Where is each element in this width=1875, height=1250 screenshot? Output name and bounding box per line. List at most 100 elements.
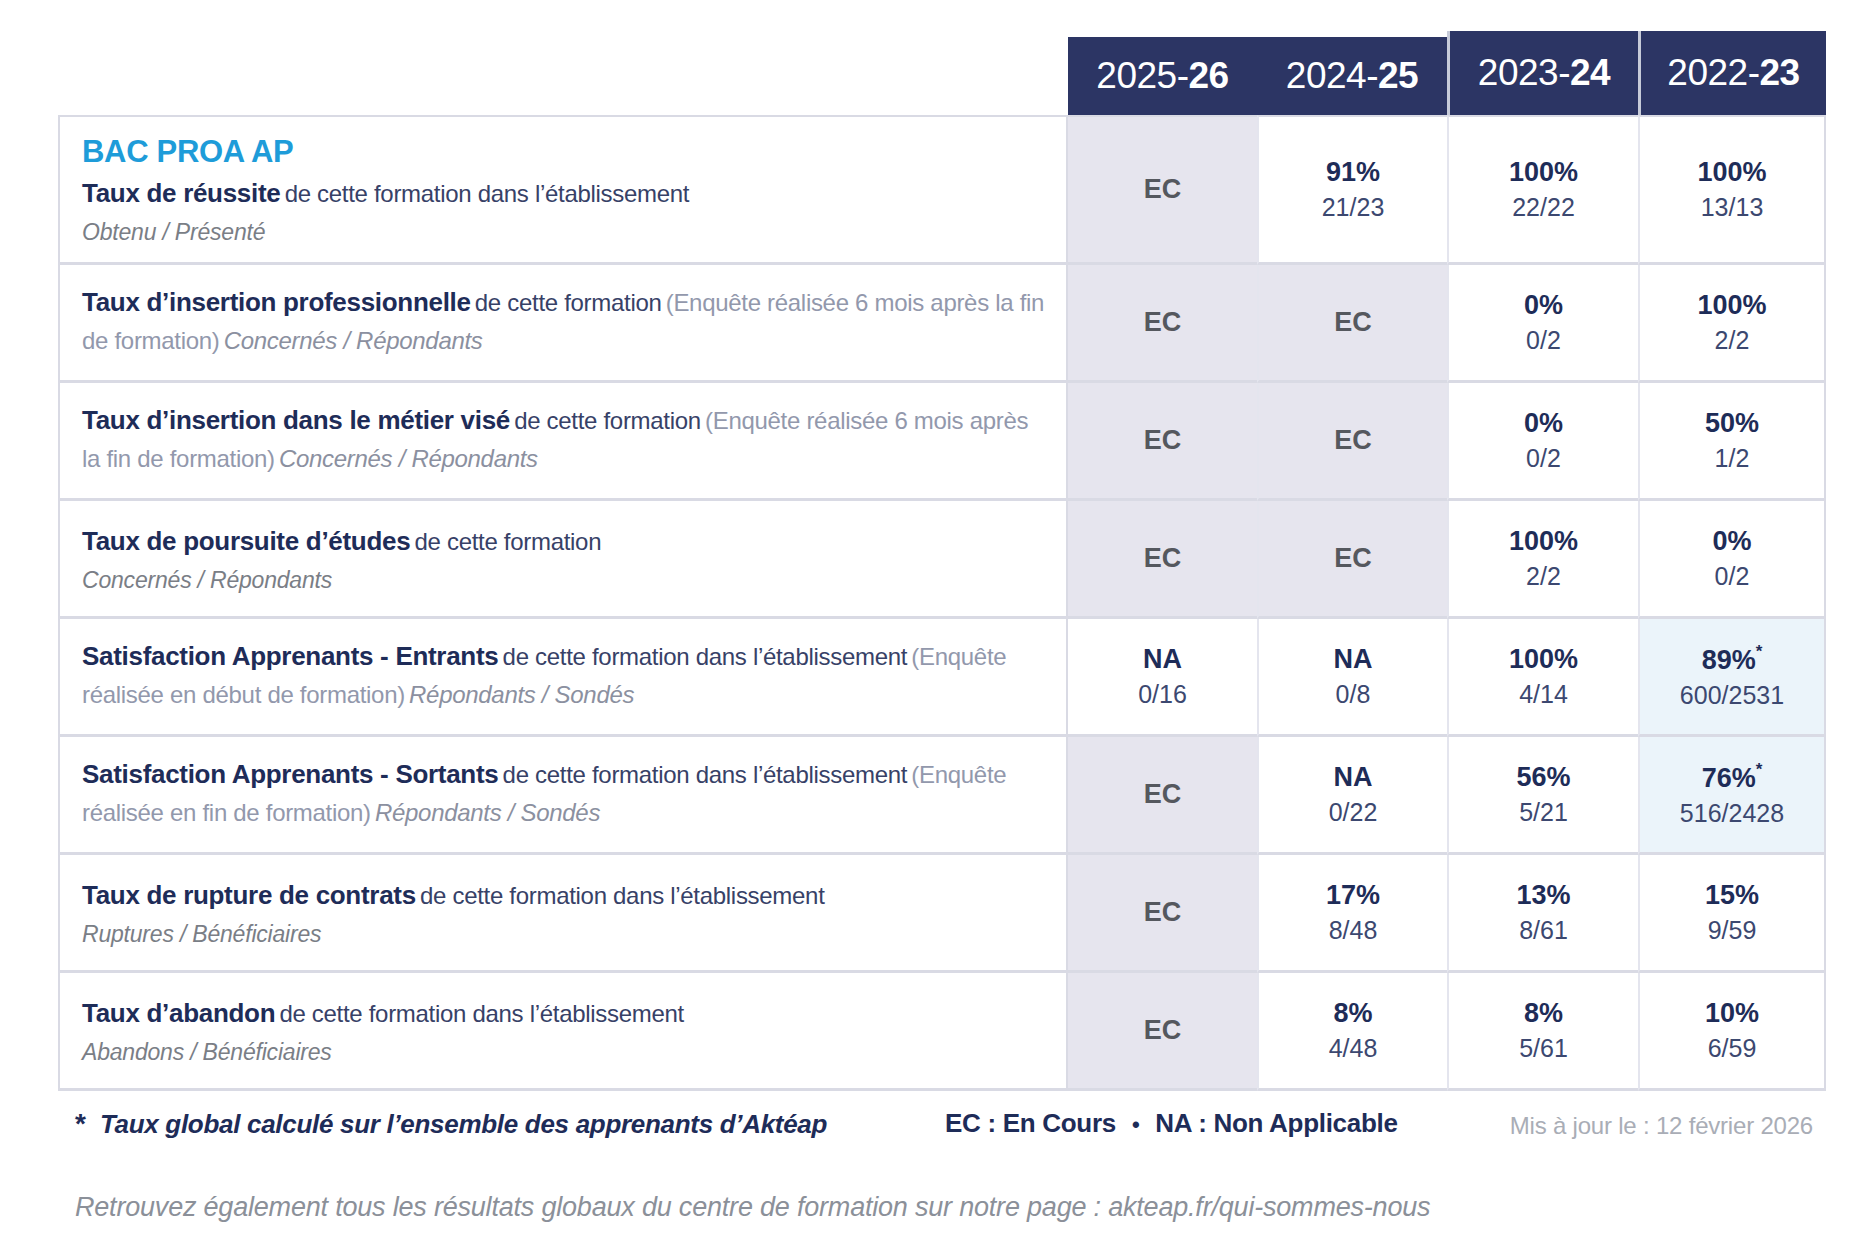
cell-percent: 76%* xyxy=(1702,762,1763,794)
cell-status: EC xyxy=(1334,543,1372,574)
metric-title: Taux de réussite xyxy=(82,178,280,208)
metric-title: Taux d’insertion professionnelle xyxy=(82,287,471,317)
cell-fraction: 0/8 xyxy=(1336,680,1371,709)
table-cell: 100%2/2 xyxy=(1638,265,1826,383)
year-prefix: 2023- xyxy=(1478,52,1570,94)
cell-status: EC xyxy=(1334,425,1372,456)
table-cell: EC xyxy=(1257,501,1447,619)
table-cell: 15%9/59 xyxy=(1638,855,1826,973)
cell-percent-value: 76% xyxy=(1702,763,1756,793)
bullet-separator: • xyxy=(1132,1112,1139,1137)
table-cell: EC xyxy=(1068,737,1257,855)
metric-description: de cette formation dans l’établissement xyxy=(420,882,825,909)
cell-percent: 100% xyxy=(1697,290,1766,321)
metric-subtitle: Répondants / Sondés xyxy=(409,681,634,708)
cell-fraction: 21/23 xyxy=(1322,193,1385,222)
metric-subtitle: Concernés / Répondants xyxy=(279,445,538,472)
table-cell: NA0/22 xyxy=(1257,737,1447,855)
row-label-abandon: Taux d’abandon de cette formation dans l… xyxy=(58,973,1068,1091)
legend: EC : En Cours•NA : Non Applicable xyxy=(945,1108,1398,1139)
metric-subtitle: Répondants / Sondés xyxy=(375,799,600,826)
metric-title: Taux de rupture de contrats xyxy=(82,880,416,910)
cell-fraction: 1/2 xyxy=(1715,444,1750,473)
metric-title: Taux d’insertion dans le métier visé xyxy=(82,405,510,435)
metric-description: de cette formation dans l’établissement xyxy=(285,180,690,207)
metric-subtitle: Abandons / Bénéficiaires xyxy=(82,1039,1048,1066)
year-bold: 23 xyxy=(1759,52,1799,94)
cell-percent-value: 89% xyxy=(1702,645,1756,675)
cell-percent: 10% xyxy=(1705,998,1759,1029)
table-cell: 100%13/13 xyxy=(1638,115,1826,265)
year-header-2022-23: 2022-23 xyxy=(1638,31,1826,115)
cell-fraction: 22/22 xyxy=(1512,193,1575,222)
cell-percent: 17% xyxy=(1326,880,1380,911)
metric-subtitle: Ruptures / Bénéficiaires xyxy=(82,921,1048,948)
cell-status: EC xyxy=(1144,425,1182,456)
cell-percent: 15% xyxy=(1705,880,1759,911)
table-cell: EC xyxy=(1257,265,1447,383)
year-prefix: 2025- xyxy=(1096,55,1188,97)
legend-na: NA : Non Applicable xyxy=(1155,1108,1397,1138)
table-cell: 56%5/21 xyxy=(1447,737,1638,855)
row-label-satisfaction-entrants: Satisfaction Apprenants - Entrants de ce… xyxy=(58,619,1068,737)
table-cell: 0%0/2 xyxy=(1447,265,1638,383)
metric-title: Taux d’abandon xyxy=(82,998,275,1028)
table-cell: EC xyxy=(1257,383,1447,501)
cell-fraction: 13/13 xyxy=(1701,193,1764,222)
bottom-note-text: Retrouvez également tous les résultats g… xyxy=(75,1192,1108,1222)
table-cell: 50%1/2 xyxy=(1638,383,1826,501)
year-prefix: 2022- xyxy=(1667,52,1759,94)
cell-percent: NA xyxy=(1143,644,1182,675)
bottom-note: Retrouvez également tous les résultats g… xyxy=(75,1192,1430,1223)
row-label-poursuite-etudes: Taux de poursuite d’études de cette form… xyxy=(58,501,1068,619)
cell-status: EC xyxy=(1144,1015,1182,1046)
metric-title: Taux de poursuite d’études xyxy=(82,526,410,556)
metric-description: de cette formation xyxy=(475,289,662,316)
table-cell: EC xyxy=(1068,265,1257,383)
website-link[interactable]: akteap.fr/qui-sommes-nous xyxy=(1108,1192,1430,1222)
cell-fraction: 5/61 xyxy=(1519,1034,1568,1063)
cell-percent: 8% xyxy=(1333,998,1372,1029)
metric-description: de cette formation dans l’établissement xyxy=(503,643,908,670)
year-bold: 25 xyxy=(1378,55,1418,97)
cell-percent: 0% xyxy=(1524,408,1563,439)
footnote-asterisk: * xyxy=(1756,760,1763,779)
table-cell: EC xyxy=(1068,383,1257,501)
cell-percent: 100% xyxy=(1509,526,1578,557)
cell-fraction: 0/2 xyxy=(1526,326,1561,355)
cell-percent: NA xyxy=(1334,644,1373,675)
table-cell: 0%0/2 xyxy=(1638,501,1826,619)
cell-percent: NA xyxy=(1334,762,1373,793)
table-cell: 0%0/2 xyxy=(1447,383,1638,501)
row-label-taux-reussite: BAC PROA AP Taux de réussite de cette fo… xyxy=(58,115,1068,265)
metric-description: de cette formation dans l’établissement xyxy=(503,761,908,788)
cell-percent: 0% xyxy=(1712,526,1751,557)
year-prefix: 2024- xyxy=(1286,55,1378,97)
footnote-asterisk: * xyxy=(75,1108,86,1139)
cell-percent: 50% xyxy=(1705,408,1759,439)
row-label-satisfaction-sortants: Satisfaction Apprenants - Sortants de ce… xyxy=(58,737,1068,855)
results-table: 2025-26 2024-25 2023-24 2022-23 BAC PROA… xyxy=(58,31,1826,1091)
cell-percent: 100% xyxy=(1509,644,1578,675)
table-cell: 8% 4/48 xyxy=(1257,973,1447,1091)
cell-percent: 100% xyxy=(1509,157,1578,188)
cell-status: EC xyxy=(1334,307,1372,338)
table-cell: 10%6/59 xyxy=(1638,973,1826,1091)
year-bold: 24 xyxy=(1570,52,1610,94)
table-cell: 100%4/14 xyxy=(1447,619,1638,737)
cell-fraction: 8/61 xyxy=(1519,916,1568,945)
cell-fraction: 0/2 xyxy=(1715,562,1750,591)
cell-status: EC xyxy=(1144,174,1182,205)
footnote-text: Taux global calculé sur l’ensemble des a… xyxy=(100,1109,827,1139)
metric-description: de cette formation dans l’établissement xyxy=(279,1000,684,1027)
table-cell: 100% 22/22 xyxy=(1447,115,1638,265)
cell-fraction: 516/2428 xyxy=(1680,799,1784,828)
metric-title: Satisfaction Apprenants - Entrants xyxy=(82,641,498,671)
cell-fraction: 5/21 xyxy=(1519,798,1568,827)
footnote: * Taux global calculé sur l’ensemble des … xyxy=(75,1108,827,1140)
metric-description: de cette formation xyxy=(514,407,701,434)
table-cell: NA 0/8 xyxy=(1257,619,1447,737)
cell-fraction: 4/48 xyxy=(1329,1034,1378,1063)
cell-fraction: 600/2531 xyxy=(1680,681,1784,710)
last-updated: Mis à jour le : 12 février 2026 xyxy=(1510,1112,1813,1140)
